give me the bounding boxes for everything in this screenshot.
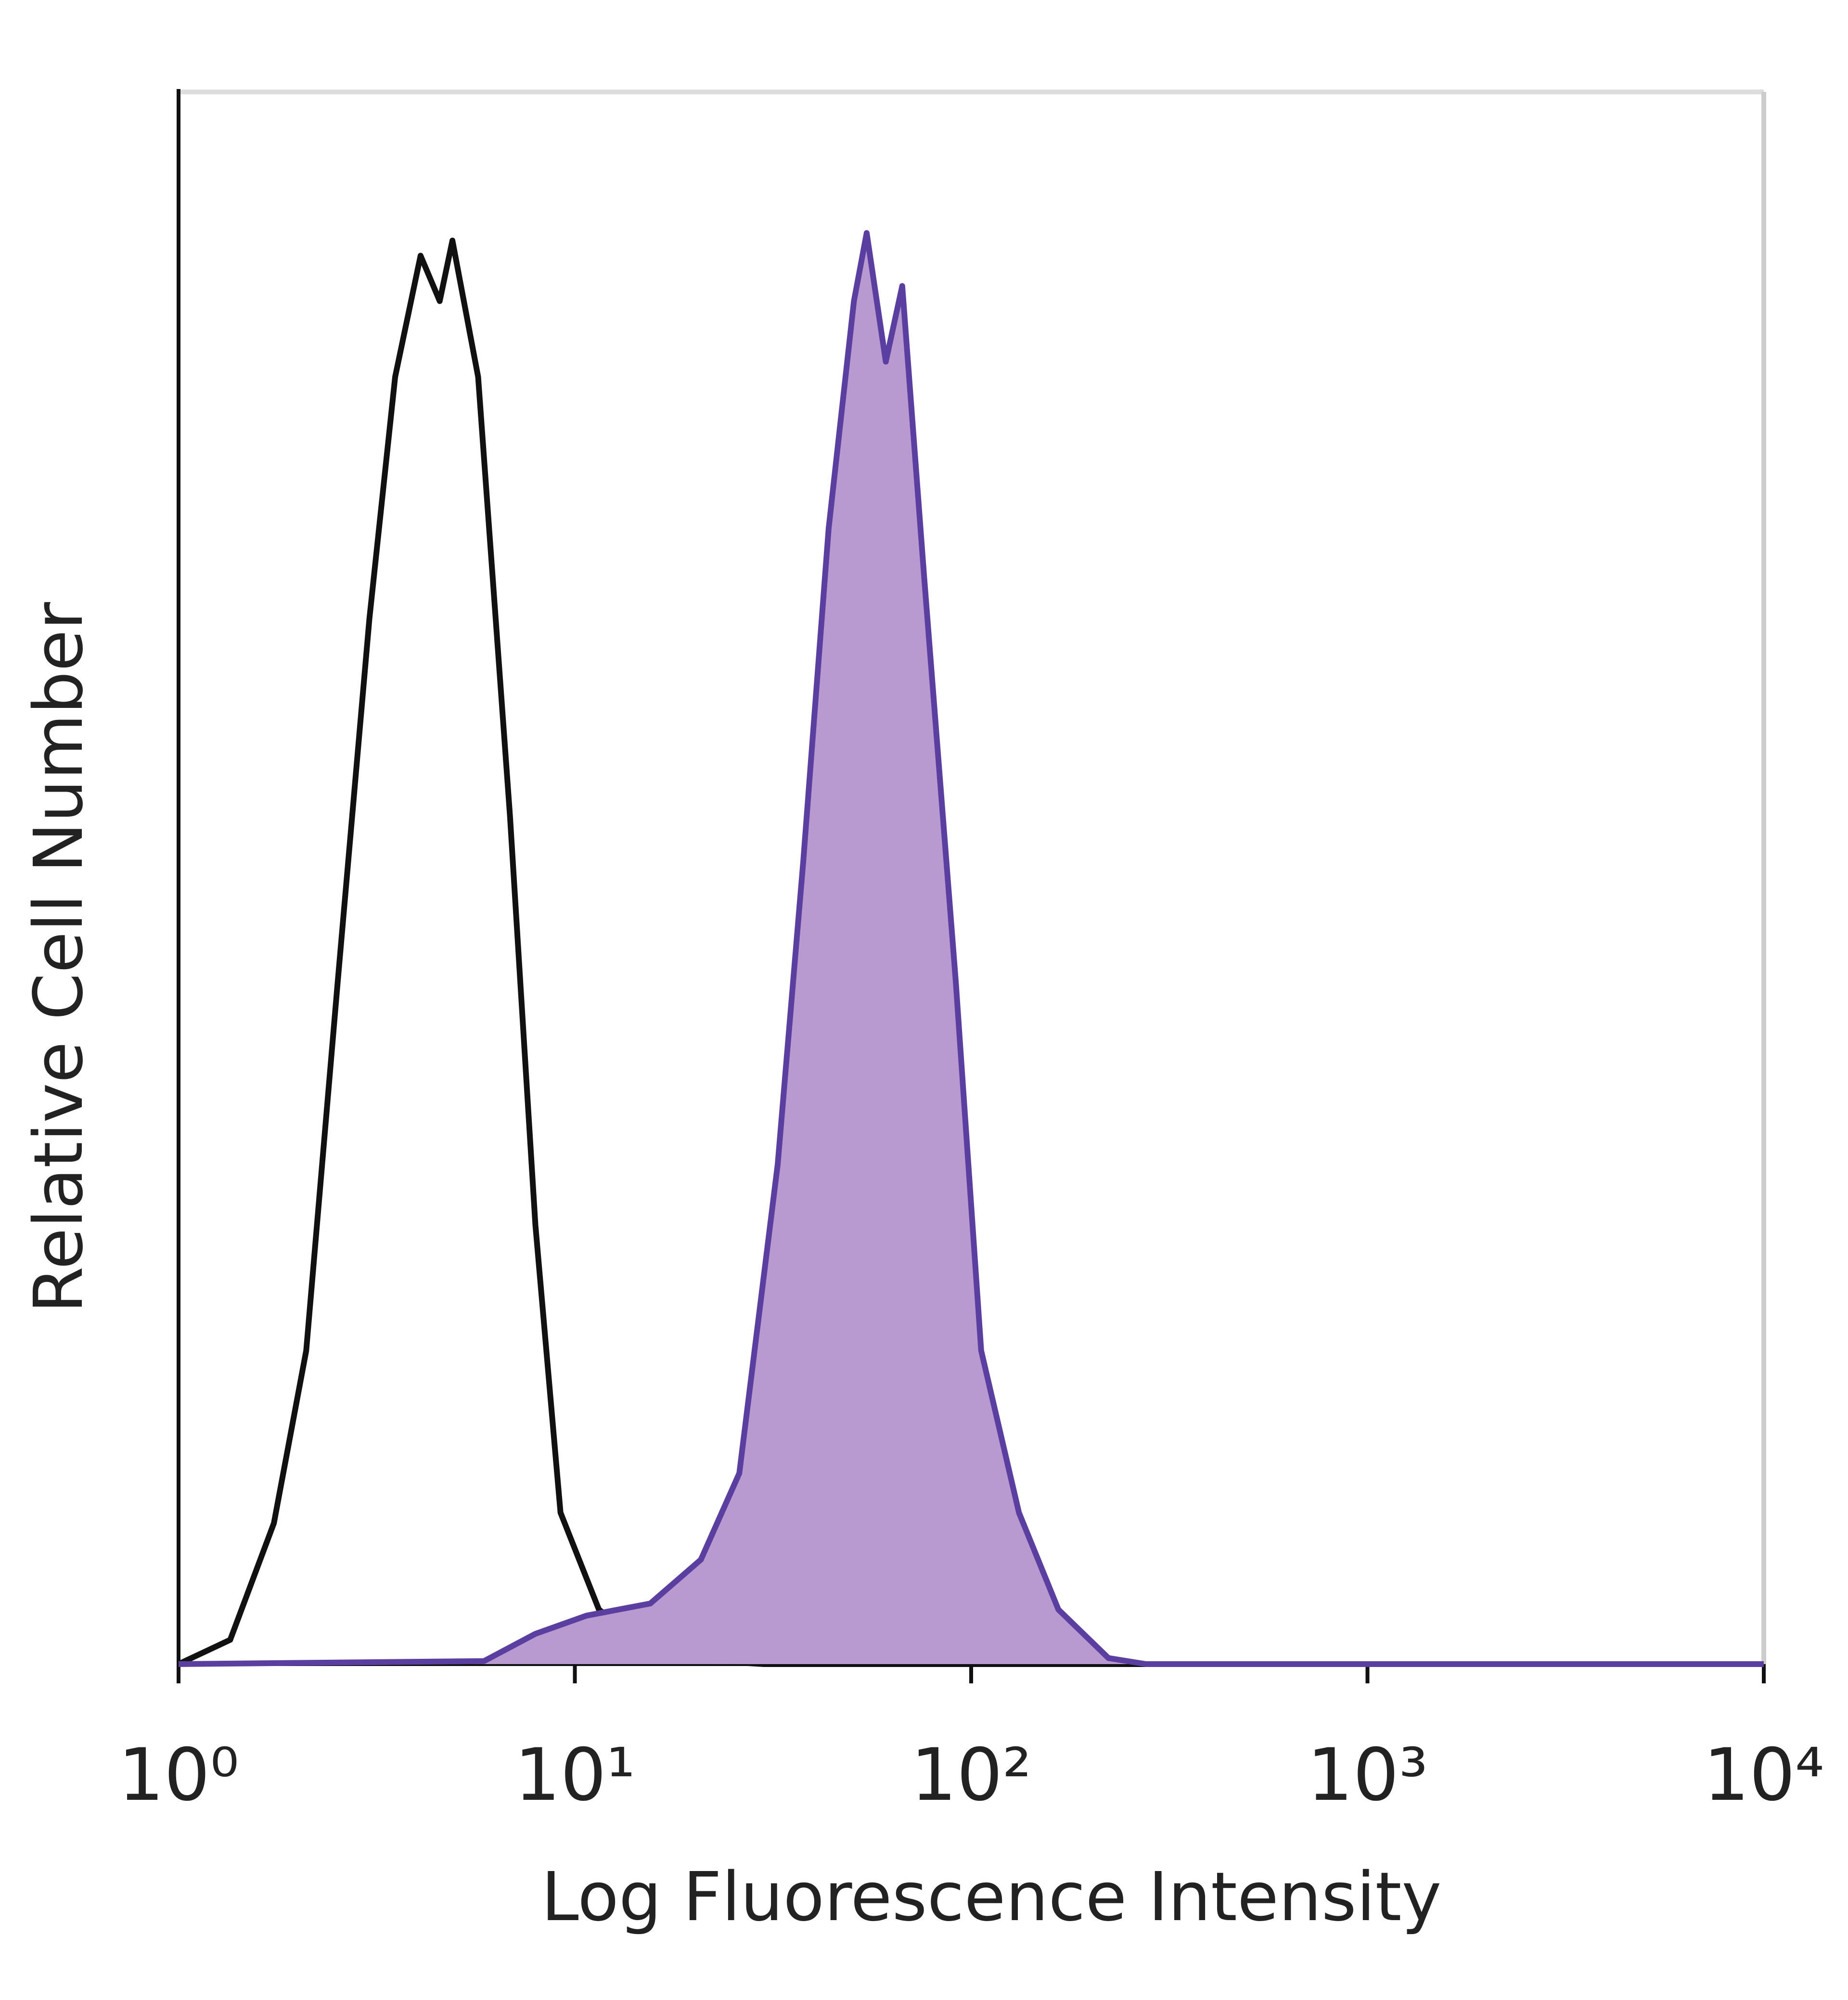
histogram-line xyxy=(178,230,1764,1667)
x-tick-label: 10¹ xyxy=(514,1733,635,1817)
x-tick-label: 10³ xyxy=(1307,1733,1428,1817)
y-axis-title: Relative Cell Number xyxy=(20,602,98,1313)
x-axis-title: Log Fluorescence Intensity xyxy=(541,1858,1442,1936)
x-tick-label: 10⁰ xyxy=(118,1733,239,1817)
x-tick-label: 10⁴ xyxy=(1703,1733,1824,1817)
x-tick-label: 10² xyxy=(911,1733,1031,1817)
histogram-area xyxy=(179,233,1764,1664)
